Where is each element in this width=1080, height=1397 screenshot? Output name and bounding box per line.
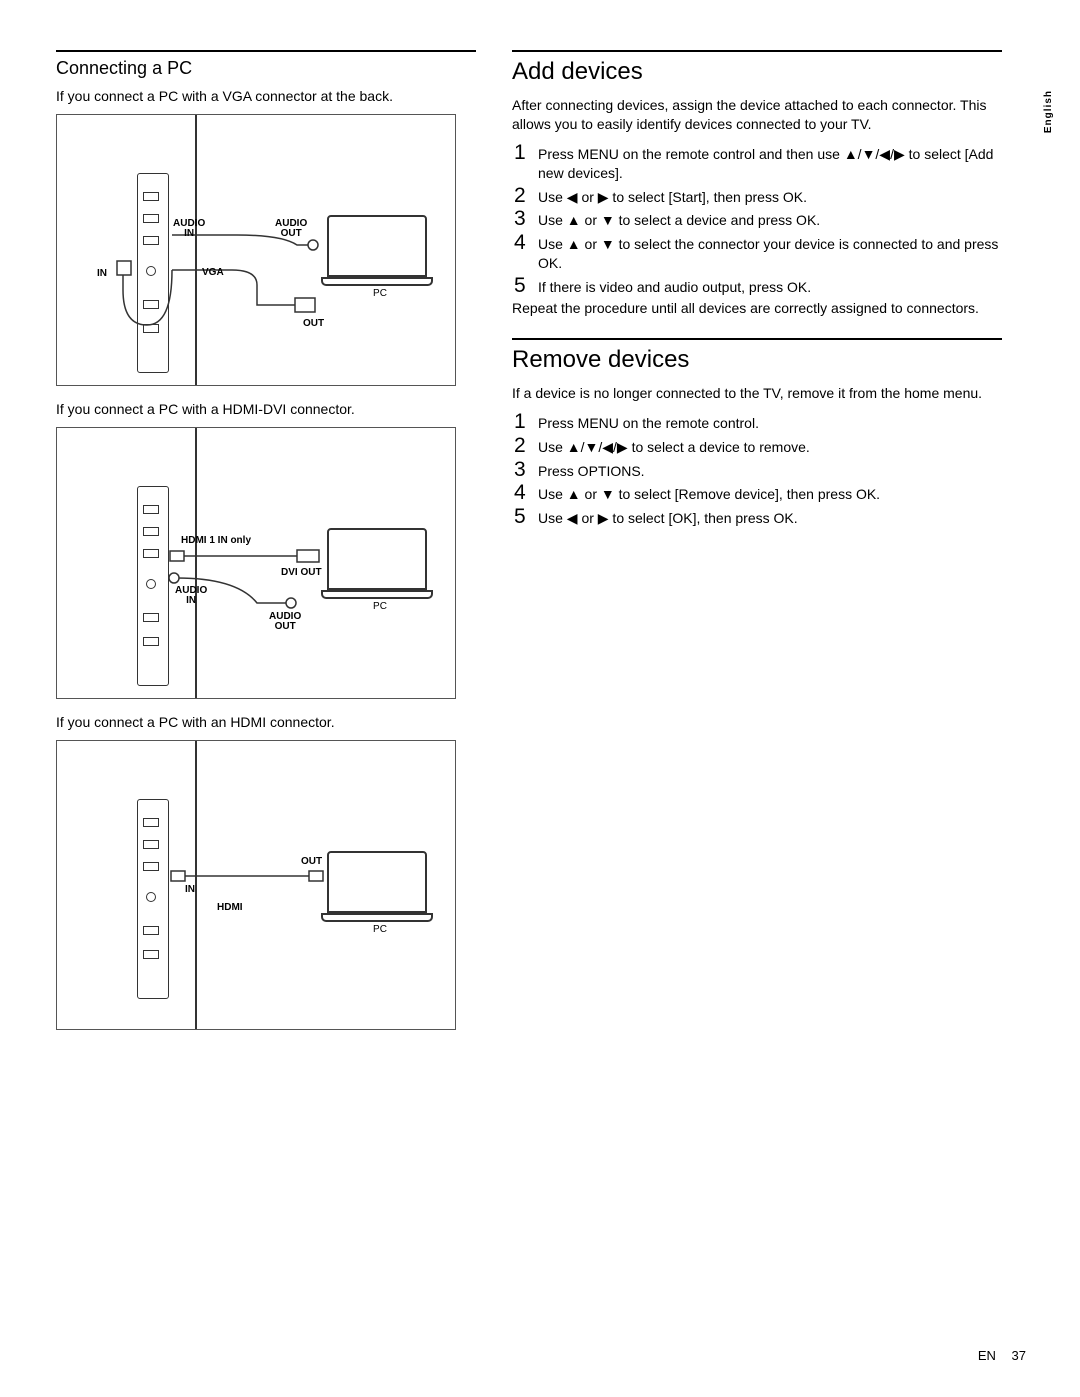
text-dvi-intro: If you connect a PC with a HDMI-DVI conn…: [56, 400, 476, 419]
add-step-1: Press MENU on the remote control and the…: [538, 142, 1002, 183]
label-audio-in: AUDIO IN: [173, 219, 205, 240]
add-step-2: Use ◀ or ▶ to select [Start], then press…: [538, 185, 1002, 207]
footer-locale: EN: [978, 1348, 996, 1363]
page-footer: EN 37: [978, 1348, 1026, 1363]
add-step-5: If there is video and audio output, pres…: [538, 275, 1002, 297]
label-out-3: OUT: [301, 857, 322, 868]
label-hdmi1: HDMI 1 IN only: [181, 536, 251, 547]
add-step-4: Use ▲ or ▼ to select the connector your …: [538, 232, 1002, 273]
label-audio-in-2: AUDIO IN: [175, 586, 207, 607]
add-step-3: Use ▲ or ▼ to select a device and press …: [538, 208, 1002, 230]
label-dvi-out: DVI OUT: [281, 568, 322, 579]
label-in: IN: [97, 269, 107, 280]
text-remove-intro: If a device is no longer connected to th…: [512, 384, 1002, 403]
remove-step-4: Use ▲ or ▼ to select [Remove device], th…: [538, 482, 1002, 504]
label-audio-out: AUDIO OUT: [275, 219, 307, 240]
label-audio-out-2: AUDIO OUT: [269, 612, 301, 633]
text-hdmi-intro: If you connect a PC with an HDMI connect…: [56, 713, 476, 732]
text-add-outro: Repeat the procedure until all devices a…: [512, 299, 1002, 318]
label-hdmi: HDMI: [217, 903, 243, 914]
remove-step-5: Use ◀ or ▶ to select [OK], then press OK…: [538, 506, 1002, 528]
text-add-intro: After connecting devices, assign the dev…: [512, 96, 1002, 134]
text-vga-intro: If you connect a PC with a VGA connector…: [56, 87, 476, 106]
remove-step-1: Press MENU on the remote control.: [538, 411, 1002, 433]
footer-page: 37: [1012, 1348, 1026, 1363]
heading-add-devices: Add devices: [512, 58, 1002, 86]
remove-steps: 1Press MENU on the remote control. 2Use …: [514, 411, 1002, 528]
remove-step-3: Press OPTIONS.: [538, 459, 1002, 481]
remove-step-2: Use ▲/▼/◀/▶ to select a device to remove…: [538, 435, 1002, 457]
language-tag: English: [1043, 90, 1054, 133]
label-vga: VGA: [202, 268, 224, 279]
label-in-3: IN: [185, 885, 195, 896]
label-out: OUT: [303, 319, 324, 330]
diagram-vga: PC AUDIO IN AUDIO OUT IN VGA OUT: [56, 114, 456, 386]
diagram-dvi: PC HDMI 1 IN only AUDIO IN DVI OUT AUDIO…: [56, 427, 456, 699]
heading-remove-devices: Remove devices: [512, 346, 1002, 374]
heading-connecting-pc: Connecting a PC: [56, 58, 476, 79]
add-steps: 1Press MENU on the remote control and th…: [514, 142, 1002, 297]
diagram-hdmi: PC IN OUT HDMI: [56, 740, 456, 1030]
